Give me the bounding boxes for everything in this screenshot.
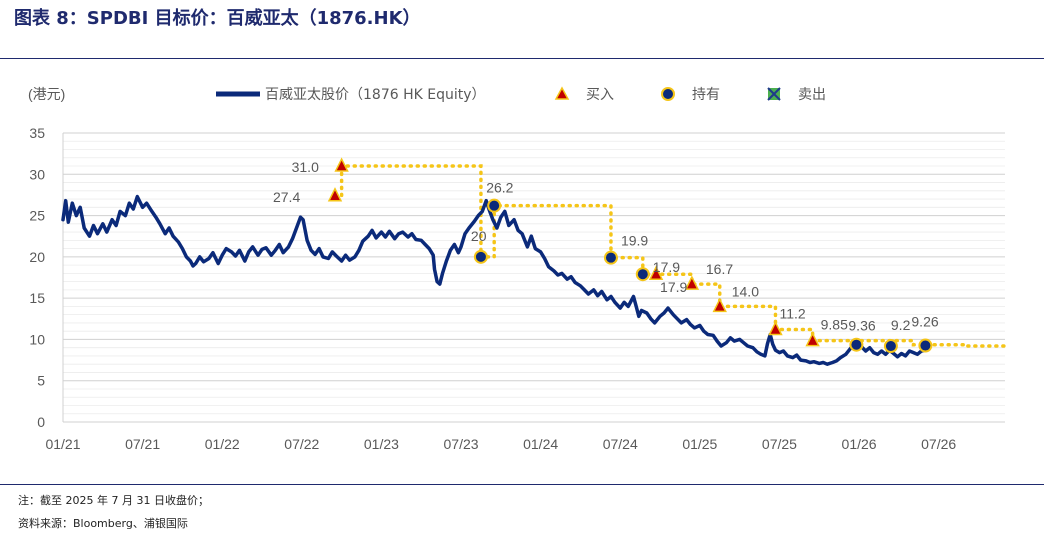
x-tick-label: 07/21 — [125, 436, 160, 452]
target-data-label: 19.9 — [621, 233, 648, 249]
target-data-label: 17.9 — [660, 279, 687, 295]
x-tick-label: 01/25 — [682, 436, 717, 452]
x-tick-label: 07/25 — [762, 436, 797, 452]
buy-marker — [327, 187, 343, 202]
buy-marker — [712, 297, 727, 313]
x-tick-label: 01/21 — [45, 436, 80, 452]
y-tick-labels: 0 5 10 15 20 25 30 35 — [29, 125, 45, 430]
x-tick-label: 01/26 — [842, 436, 877, 452]
y-tick-label: 30 — [29, 166, 45, 182]
buy-marker — [684, 275, 700, 290]
hold-marker — [473, 249, 488, 264]
y-tick-label: 10 — [29, 331, 45, 347]
legend-hold-label: 持有 — [692, 87, 720, 103]
x-tick-label: 07/24 — [603, 436, 638, 452]
target-price-chart: 0 5 10 15 20 25 30 35 01/21 07/21 01/22 07/22 01/23… — [28, 86, 1007, 452]
price-line — [61, 194, 928, 366]
hold-marker — [849, 337, 864, 352]
x-tick-label: 07/26 — [921, 436, 956, 452]
y-tick-label: 15 — [29, 290, 45, 306]
footer-divider — [0, 484, 1044, 485]
y-tick-label: 25 — [29, 208, 45, 224]
gridlines — [62, 132, 1005, 423]
source-note: 资料来源：Bloomberg、浦银国际 — [18, 517, 188, 530]
target-data-label: 16.7 — [706, 261, 733, 277]
y-tick-label: 20 — [29, 249, 45, 265]
hold-circle-icon — [661, 87, 675, 101]
header-divider — [0, 58, 1044, 59]
x-tick-label: 01/24 — [523, 436, 558, 452]
x-tick-label: 01/23 — [364, 436, 399, 452]
y-axis-label: (港元) — [28, 86, 65, 102]
price-series-line — [61, 194, 928, 366]
x-tick-labels: 01/21 07/21 01/22 07/22 01/23 07/23 01/24 07/24… — [45, 436, 956, 452]
x-tick-label: 07/22 — [284, 436, 319, 452]
target-data-label: 17.9 — [653, 259, 680, 275]
target-data-label: 14.0 — [732, 283, 759, 299]
y-tick-label: 0 — [37, 414, 45, 430]
legend-sell-label: 卖出 — [798, 87, 826, 103]
footnote: 注：截至 2025 年 7 月 31 日收盘价； — [18, 494, 209, 507]
legend: 百威亚太股价（1876 HK Equity） 买入 持有 卖出 — [216, 86, 826, 103]
x-tick-label: 01/22 — [205, 436, 240, 452]
buy-marker — [805, 331, 820, 347]
rating-markers — [327, 157, 933, 354]
target-data-label: 9.26 — [911, 314, 938, 330]
target-data-label: 9.36 — [848, 318, 875, 334]
target-data-label: 11.2 — [779, 306, 805, 322]
hold-marker — [918, 338, 933, 353]
x-tick-label: 07/23 — [444, 436, 479, 452]
target-data-label: 20 — [471, 228, 487, 244]
sell-cross-icon — [767, 87, 781, 101]
chart-title: 图表 8：SPDBI 目标价：百威亚太（1876.HK） — [14, 8, 421, 29]
target-data-label: 27.4 — [273, 189, 300, 205]
target-data-label: 9.2 — [891, 317, 911, 333]
hold-marker — [487, 198, 502, 213]
buy-marker — [768, 320, 783, 336]
y-tick-label: 35 — [29, 125, 45, 141]
hold-marker — [603, 250, 618, 265]
target-data-label: 31.0 — [292, 159, 319, 175]
hold-marker — [635, 267, 650, 282]
target-data-labels: 27.4 31.0 20 26.2 19.9 17.9 17.9 16.7 14.0 11.2 9.… — [273, 159, 939, 334]
y-tick-label: 5 — [37, 373, 45, 389]
target-data-label: 9.85 — [821, 317, 848, 333]
hold-marker — [883, 339, 898, 354]
target-data-label: 26.2 — [486, 180, 513, 196]
buy-marker — [648, 265, 664, 280]
buy-triangle-icon — [554, 86, 570, 100]
legend-buy-label: 买入 — [586, 87, 614, 103]
legend-price-label: 百威亚太股价（1876 HK Equity） — [265, 87, 486, 103]
buy-marker — [334, 157, 349, 172]
